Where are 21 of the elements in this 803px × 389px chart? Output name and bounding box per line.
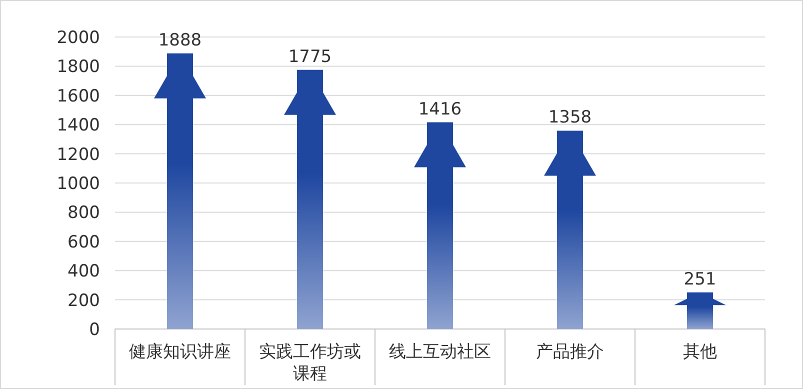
y-tick-label: 1800 (56, 57, 100, 78)
y-tick-label: 1400 (56, 116, 100, 136)
y-tick-label: 800 (68, 203, 100, 224)
y-tick-label: 1600 (56, 86, 100, 106)
data-label: 1775 (288, 46, 332, 67)
y-tick-label: 0 (89, 320, 100, 340)
data-label: 1358 (548, 108, 592, 128)
data-label: 1416 (418, 99, 462, 120)
x-tick-label: 产品推介 (536, 342, 604, 362)
y-tick-label: 600 (68, 232, 100, 252)
x-tick-label: 实践工作坊或课程 (259, 342, 361, 384)
x-tick-label: 线上互动社区 (389, 342, 491, 362)
data-label: 1888 (158, 30, 202, 50)
y-tick-label: 1000 (56, 174, 100, 194)
y-tick-label: 2000 (56, 28, 100, 48)
data-label: 251 (684, 269, 716, 290)
y-tick-label: 1200 (56, 144, 100, 165)
x-tick-label: 健康知识讲座 (129, 342, 231, 362)
y-tick-label: 200 (68, 290, 100, 311)
x-tick-label: 其他 (683, 342, 717, 362)
y-tick-label: 400 (68, 262, 100, 282)
